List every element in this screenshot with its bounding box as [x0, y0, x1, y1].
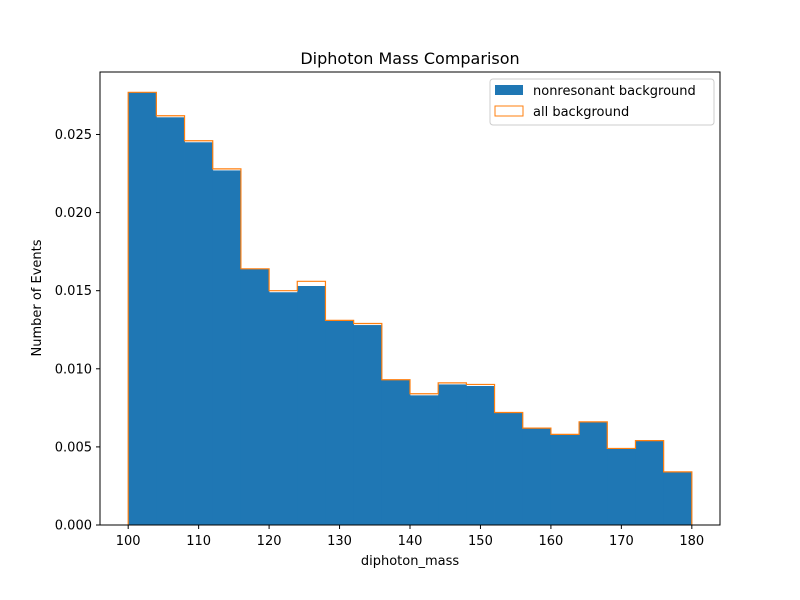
- histogram-bar: [635, 440, 665, 525]
- legend-swatch-all-background: [494, 105, 524, 117]
- y-tick-label: 0.020: [55, 206, 92, 221]
- histogram-bar: [156, 117, 185, 526]
- histogram-bar: [269, 292, 298, 525]
- histogram-bar: [438, 384, 467, 525]
- histogram-bar: [466, 385, 495, 525]
- x-tick-label: 150: [468, 534, 493, 549]
- legend-label-all-background: all background: [533, 105, 629, 120]
- x-tick-label: 160: [538, 534, 563, 549]
- histogram-bar: [297, 286, 326, 525]
- histogram-bar: [522, 428, 552, 525]
- x-tick-label: 180: [679, 534, 704, 549]
- y-tick-label: 0.025: [55, 128, 92, 143]
- y-tick-label: 0.010: [55, 362, 92, 377]
- legend-label-nonresonant-background: nonresonant background: [533, 84, 696, 99]
- x-tick-label: 140: [398, 534, 423, 549]
- y-axis-label: Number of Events: [30, 239, 45, 356]
- histogram-bar: [579, 421, 608, 525]
- x-tick-label: 100: [116, 534, 141, 549]
- x-tick-label: 110: [186, 534, 211, 549]
- histogram-bar: [410, 395, 439, 525]
- all-background-step-line: [127, 91, 693, 525]
- histogram-bar: [240, 268, 270, 525]
- x-axis: 100 110 120 130 140 150 160 170 180: [116, 525, 704, 549]
- histogram-bar: [381, 379, 411, 525]
- y-tick-label: 0.005: [55, 440, 92, 455]
- histogram-bar: [607, 448, 636, 525]
- chart-title: Diphoton Mass Comparison: [300, 49, 519, 68]
- x-tick-label: 170: [609, 534, 634, 549]
- y-tick-label: 0.000: [55, 519, 92, 534]
- y-tick-label: 0.015: [55, 284, 92, 299]
- histogram-bar: [663, 471, 693, 525]
- histogram-bar: [212, 170, 242, 525]
- histogram-bar: [128, 92, 157, 526]
- histogram-bar: [494, 412, 524, 525]
- all-background-step-layer: [127, 91, 693, 525]
- nonresonant-bars-layer: [128, 92, 693, 526]
- histogram-bar: [353, 325, 383, 525]
- y-axis: 0.000 0.005 0.010 0.015 0.020 0.025: [55, 128, 100, 534]
- x-tick-label: 130: [327, 534, 352, 549]
- histogram-bar: [550, 434, 580, 525]
- legend: nonresonant background all background: [489, 78, 715, 126]
- x-axis-label: diphoton_mass: [361, 554, 460, 569]
- histogram-bar: [325, 320, 355, 525]
- histogram-bar: [184, 142, 214, 526]
- x-tick-label: 120: [257, 534, 282, 549]
- legend-swatch-nonresonant-background: [495, 85, 523, 95]
- legend-box: [489, 78, 715, 126]
